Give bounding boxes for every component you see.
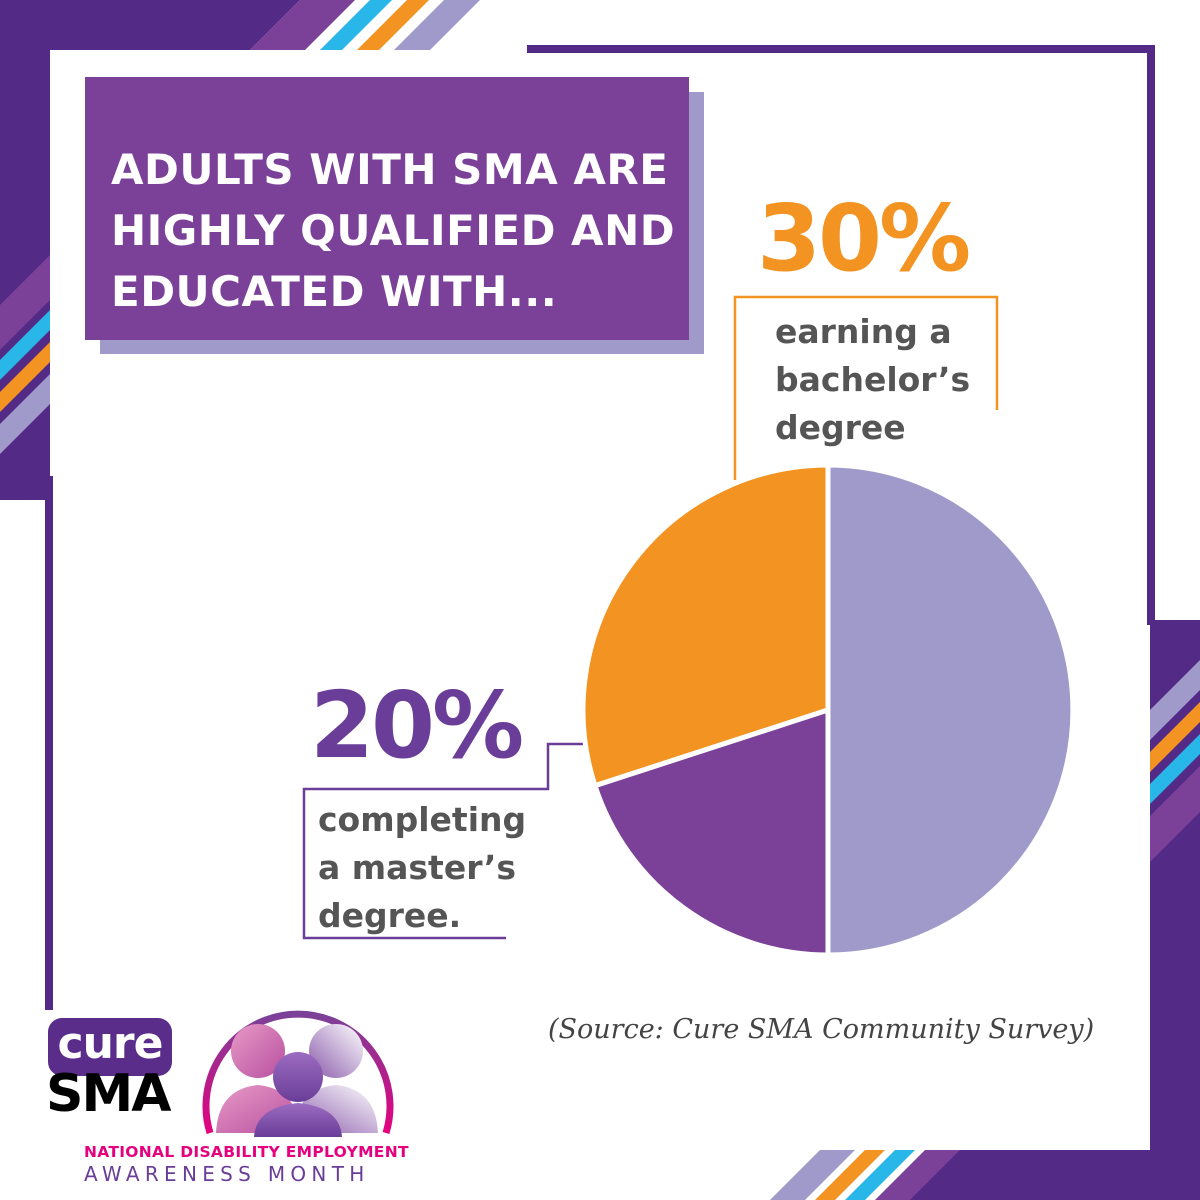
- bachelor-label-line: earning a: [775, 312, 952, 351]
- stripe-top-4: [394, 0, 480, 50]
- stripe-right-2: [1150, 702, 1200, 772]
- stripe-top-1: [250, 0, 355, 50]
- stripe-bottom-1: [770, 1150, 855, 1200]
- corner-decor-bottom-right: [880, 620, 1200, 1200]
- ndeam-people-icon: [202, 1010, 394, 1137]
- stripe-left-4: [0, 374, 50, 454]
- stripe-right-3: [1150, 734, 1200, 804]
- stripe-bottom-3: [845, 1150, 915, 1200]
- source-note: (Source: Cure SMA Community Survey): [548, 1014, 1095, 1045]
- pie-slice-master: [591, 706, 831, 958]
- corner-decor-top-left: [0, 0, 300, 500]
- stripe-bottom-4: [875, 1150, 960, 1200]
- master-label: completing a master’s degree.: [318, 796, 526, 940]
- ndeam-title: NATIONAL DISABILITY EMPLOYMENT: [84, 1143, 409, 1161]
- logo-sma-text: SMA: [46, 1064, 171, 1124]
- cure-sma-logo[interactable]: cure SMA: [40, 1018, 172, 1130]
- logo-cure-text: cure: [48, 1018, 172, 1076]
- stripe-left-1: [0, 255, 50, 350]
- bachelor-percent: 30%: [757, 185, 971, 292]
- callout-bracket-bachelor: [733, 295, 999, 480]
- stripe-right-4: [1150, 766, 1200, 862]
- stripe-top-3: [357, 0, 429, 50]
- stripe-left-2: [0, 310, 50, 380]
- headline-box: ADULTS WITH SMA ARE HIGHLY QUALIFIED AND…: [85, 77, 689, 340]
- frame-line-left: [45, 476, 53, 1010]
- pie-slice-bachelor: [580, 462, 831, 789]
- stripe-top-2: [320, 0, 392, 50]
- stripe-right-1: [1150, 660, 1200, 740]
- bachelor-label-line: bachelor’s: [775, 360, 971, 399]
- master-label-line: completing: [318, 800, 527, 839]
- master-label-line: a master’s: [318, 848, 517, 887]
- headline-line: HIGHLY QUALIFIED AND: [111, 206, 676, 255]
- stripe-bottom-2: [815, 1150, 885, 1200]
- frame-line-top: [527, 45, 1155, 53]
- headline-line: ADULTS WITH SMA ARE: [111, 145, 669, 194]
- master-percent: 20%: [310, 672, 524, 779]
- callout-bracket-master: [302, 742, 598, 940]
- bachelor-label: earning a bachelor’s degree: [775, 308, 970, 452]
- bachelor-label-line: degree: [775, 408, 906, 447]
- pie-slice-remainder: [825, 462, 1076, 958]
- frame-line-right: [1147, 45, 1155, 625]
- ndeam-subtitle: AWARENESS MONTH: [84, 1162, 370, 1186]
- headline-line: EDUCATED WITH...: [111, 267, 558, 316]
- master-label-line: degree.: [318, 896, 462, 935]
- stripe-left-3: [0, 342, 50, 412]
